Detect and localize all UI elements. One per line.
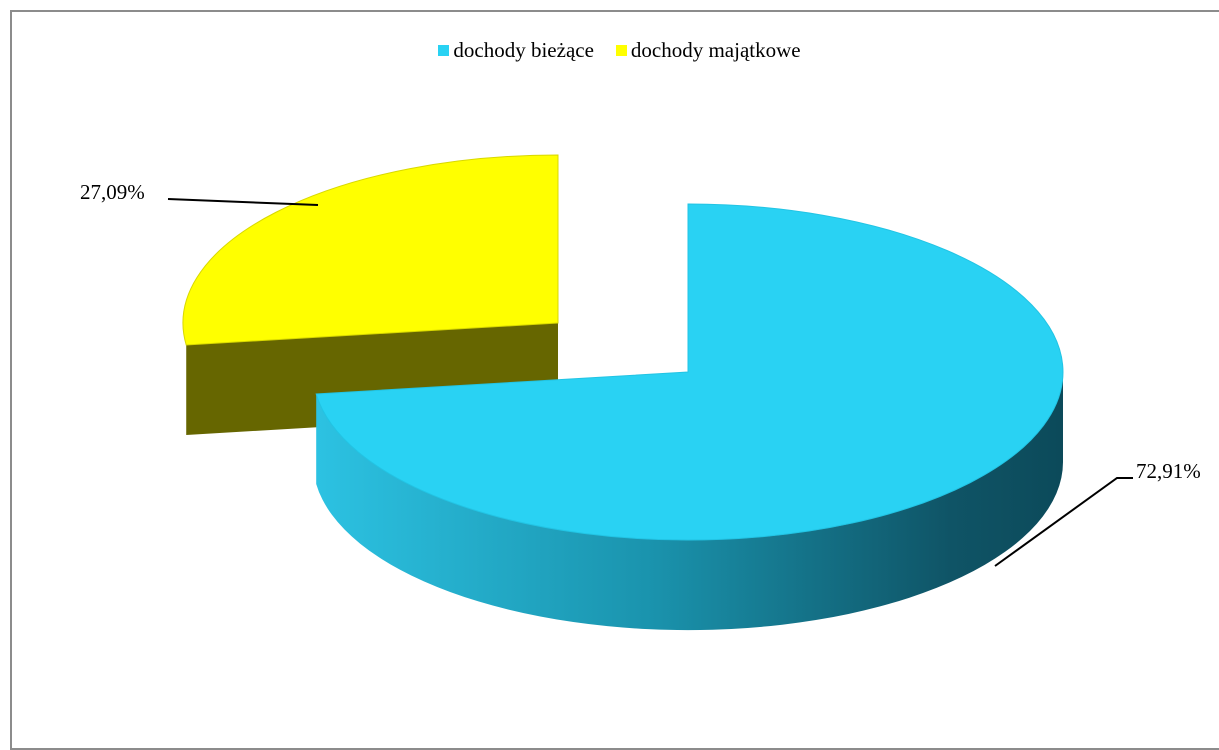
legend-item-dochody-biezace: dochody bieżące (438, 38, 594, 63)
slice-dochody-majatkowe (182, 154, 559, 346)
pie-layer: 72,91% 27,09% (80, 154, 1201, 631)
legend-item-dochody-majatkowe: dochody majątkowe (615, 38, 801, 63)
legend-swatch-dochody-majatkowe (615, 45, 627, 56)
leader-line-dochody-majatkowe (167, 198, 319, 206)
legend-label-dochody-biezace: dochody bieżące (453, 38, 594, 62)
data-label-dochody-majatkowe: 27,09% (80, 180, 145, 204)
slice-side-dochody-biezace-outer (316, 372, 1064, 631)
chart-legend: dochody bieżące dochody majątkowe (10, 38, 1219, 63)
legend-label-dochody-majatkowe: dochody majątkowe (630, 38, 801, 62)
slice-dochody-biezace (315, 203, 1064, 541)
data-label-dochody-biezace: 72,91% (1136, 459, 1201, 483)
leader-line-dochody-biezace (994, 477, 1133, 567)
legend-swatch-dochody-biezace (438, 45, 450, 56)
